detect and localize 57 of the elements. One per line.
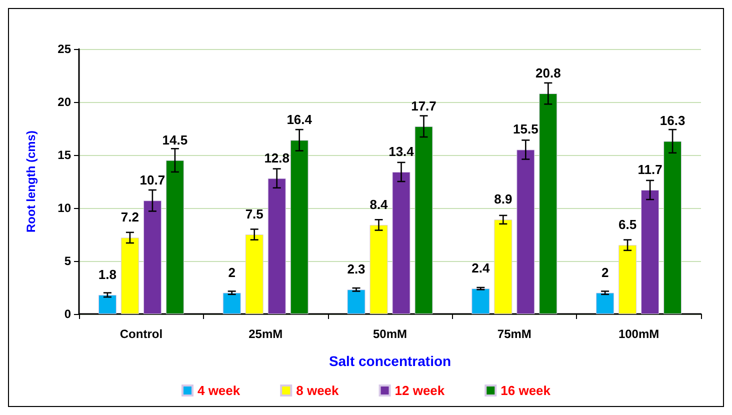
bar [290,140,308,314]
y-tick-label: 5 [64,254,72,268]
data-label: 2 [228,264,236,280]
data-label: 8.9 [494,192,512,207]
x-tick-label: 75mM [497,327,532,341]
bar [222,292,241,314]
bar [143,200,162,314]
data-label: 17.7 [411,98,436,114]
bar [664,141,682,314]
data-label: 10.7 [140,172,166,188]
legend-label: 8 week [296,383,340,398]
bar [618,245,637,314]
data-label: 6.5 [618,217,637,232]
y-axis-title: Root length (cms) [24,130,38,232]
data-label: 2 [601,264,609,280]
data-label: 16.3 [660,113,686,128]
bar [166,160,184,314]
bar [120,238,139,314]
y-tick-label: 10 [58,201,72,215]
bar [268,178,286,314]
bar [414,126,433,314]
data-label: 13.4 [388,144,415,159]
y-tick-label: 0 [64,307,72,321]
x-axis-title: Salt concentration [328,353,452,369]
data-label: 16.4 [286,112,313,128]
legend-label: 16 week [500,383,552,398]
y-tick-label: 15 [58,148,72,162]
data-label: 8.4 [370,196,389,212]
data-label: 2.3 [347,262,366,277]
bar [596,292,614,314]
data-label: 1.8 [98,266,116,282]
bar [641,190,660,314]
bar [472,288,490,314]
data-label: 2.4 [472,260,490,276]
x-tick-label: Control [120,327,163,341]
bar [245,234,264,314]
bar [98,294,116,314]
legend-label: 4 week [197,383,241,398]
data-label: 7.2 [120,210,139,225]
bar [347,290,366,314]
y-tick-label: 25 [58,42,72,56]
bar [516,150,535,314]
bar [370,224,388,314]
legend-label: 12 week [394,383,446,398]
data-label: 15.5 [512,122,538,137]
x-tick-label: 100mM [618,327,660,341]
data-label: 14.5 [162,132,188,148]
x-tick-label: 25mM [248,327,283,341]
x-tick-label: 50mM [372,327,408,341]
data-label: 11.7 [638,162,662,177]
data-label: 7.5 [245,206,264,222]
y-tick-label: 20 [58,95,72,109]
bar [392,172,410,314]
bar [494,220,512,314]
bar [539,94,558,314]
data-label: 12.8 [264,150,290,166]
data-label: 20.8 [535,66,561,81]
